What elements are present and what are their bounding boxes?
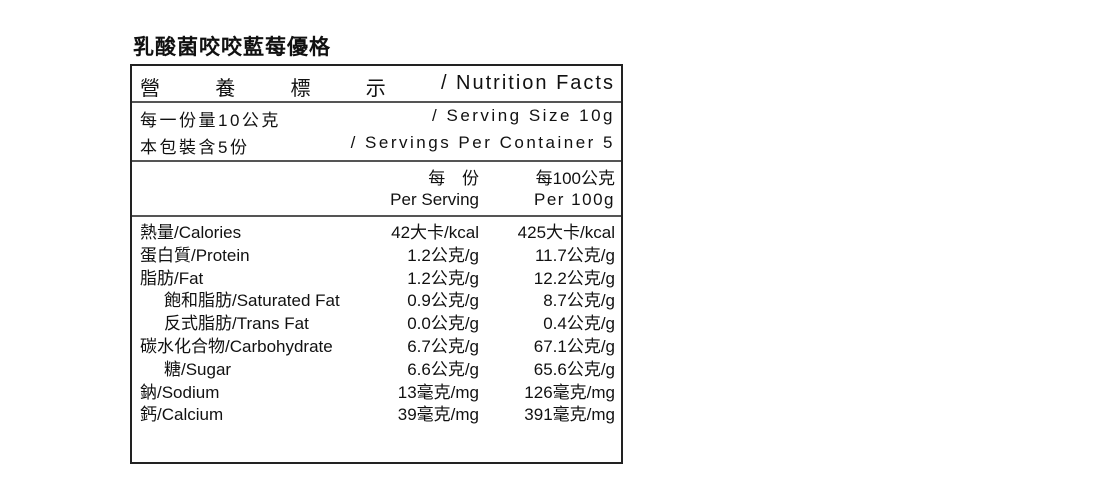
per-100g-value: 0.4公克/g [543, 314, 615, 334]
nutrient-name: 糖/Sugar [164, 359, 232, 379]
per-serving-value: 0.9公克/g [407, 291, 479, 311]
nutrient-name: 熱量/Calories [140, 223, 242, 242]
per-100g-value: 12.2公克/g [533, 268, 615, 288]
header-char: 營 [140, 78, 162, 100]
per-100g-value: 425大卡/kcal [517, 223, 615, 242]
per-100g-value: 391毫克/mg [524, 405, 615, 425]
per-serving-value: 6.7公克/g [407, 336, 479, 356]
per-serving-value: 1.2公克/g [407, 245, 479, 265]
per-100g-value: 11.7公克/g [534, 245, 615, 265]
nutrient-name: 蛋白質/Protein [140, 245, 250, 265]
per-serving-value: 39毫克/mg [397, 405, 479, 425]
table-row: 飽和脂肪/Saturated Fat 0.9公克/g 8.7公克/g [132, 290, 621, 313]
per-100g-value: 8.7公克/g [543, 291, 615, 311]
per-serving-value: 6.6公克/g [407, 359, 479, 379]
product-title: 乳酸菌咬咬藍莓優格 [133, 36, 331, 59]
servings-per-container-en: / Servings Per Container 5 [350, 133, 615, 152]
table-row: 蛋白質/Protein 1.2公克/g 11.7公克/g [132, 245, 621, 268]
nutrition-header: 營 養 標 示 / Nutrition Facts [132, 66, 621, 103]
per-serving-value: 42大卡/kcal [391, 223, 479, 242]
table-row: 糖/Sugar 6.6公克/g 65.6公克/g [132, 359, 621, 382]
column-headers: 每 份 Per Serving 每100公克 Per 100g [132, 162, 621, 217]
per-serving-zh: 每 份 [428, 169, 485, 188]
per-serving-value: 13毫克/mg [397, 382, 479, 402]
nutrient-name: 反式脂肪/Trans Fat [164, 314, 309, 334]
serving-size-zh: 每一份量10公克 [140, 111, 281, 130]
table-row: 熱量/Calories 42大卡/kcal 425大卡/kcal [132, 222, 621, 245]
table-row: 鈉/Sodium 13毫克/mg 126毫克/mg [132, 382, 621, 405]
per-serving-value: 0.0公克/g [407, 314, 479, 334]
nutrient-name: 碳水化合物/Carbohydrate [140, 336, 333, 356]
table-row: 鈣/Calcium 39毫克/mg 391毫克/mg [132, 404, 621, 427]
nutrient-name: 鈣/Calcium [140, 405, 224, 425]
header-char: 示 [365, 78, 388, 100]
nutrition-facts-table: 營 養 標 示 / Nutrition Facts 每一份量10公克 / Ser… [130, 64, 623, 464]
table-row: 碳水化合物/Carbohydrate 6.7公克/g 67.1公克/g [132, 336, 621, 359]
nutrient-name: 飽和脂肪/Saturated Fat [164, 291, 340, 311]
per-100g-value: 65.6公克/g [533, 359, 615, 379]
table-row: 反式脂肪/Trans Fat 0.0公克/g 0.4公克/g [132, 313, 621, 336]
per-serving-en: Per Serving [390, 190, 479, 209]
per-100g-en: Per 100g [534, 190, 615, 209]
per-100g-value: 67.1公克/g [533, 336, 615, 356]
nutrient-name: 脂肪/Fat [140, 268, 204, 288]
serving-info: 每一份量10公克 / Serving Size 10g 本包裝含5份 / Ser… [132, 103, 621, 162]
servings-per-container-zh: 本包裝含5份 [140, 138, 250, 157]
header-english: / Nutrition Facts [440, 72, 615, 94]
table-row: 脂肪/Fat 1.2公克/g 12.2公克/g [132, 268, 621, 291]
header-char: 標 [290, 78, 313, 100]
nutrient-name: 鈉/Sodium [140, 382, 220, 402]
header-char: 養 [215, 78, 238, 100]
per-100g-zh: 每100公克 [535, 169, 615, 188]
serving-size-en: / Serving Size 10g [432, 106, 615, 125]
nutrient-rows: 熱量/Calories 42大卡/kcal 425大卡/kcal 蛋白質/Prot… [132, 222, 621, 427]
per-100g-value: 126毫克/mg [524, 382, 615, 402]
per-serving-value: 1.2公克/g [407, 268, 479, 288]
